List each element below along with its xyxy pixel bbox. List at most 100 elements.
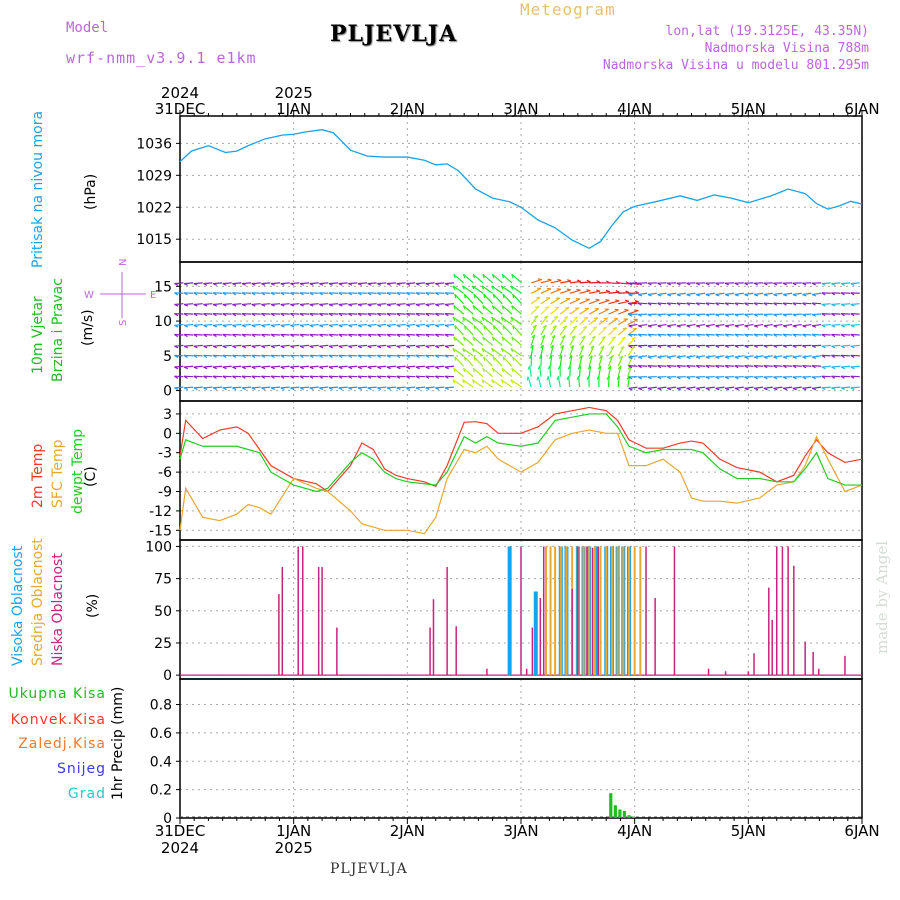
mid-cloud-bar	[599, 546, 602, 676]
wind-arrow-head	[338, 387, 343, 391]
wind-arrow	[328, 386, 339, 389]
low-cloud-bar	[531, 627, 534, 676]
wind-arrow	[725, 333, 735, 336]
wind-arrow	[657, 292, 667, 296]
wind-arrow	[705, 365, 715, 367]
wind-arrow	[560, 280, 572, 284]
wind-arrow-head	[601, 336, 606, 339]
wind-arrow	[435, 303, 445, 306]
wind-arrow-head	[609, 355, 613, 360]
wind-arrow	[328, 365, 339, 368]
wind-arrow-head	[377, 387, 382, 391]
wind-arrow	[319, 282, 329, 285]
wind-arrow	[530, 287, 542, 294]
wind-arrow-head	[251, 313, 256, 317]
wind-arrow	[627, 365, 632, 377]
low-cloud-bar	[818, 668, 820, 676]
wind-arrow-head	[605, 289, 610, 293]
wind-arrow	[271, 365, 281, 368]
wind-arrow-head	[270, 333, 275, 338]
wind-arrow-head	[695, 365, 700, 369]
wind-arrow	[550, 279, 562, 284]
wind-arrow-head	[753, 387, 759, 391]
y-tick-label: 0.8	[150, 698, 172, 714]
wind-arrow-head	[676, 365, 681, 369]
wind-arrow	[763, 386, 773, 389]
wind-arrow-head	[415, 324, 420, 328]
wind-arrow	[667, 292, 677, 296]
wind-arrow	[744, 386, 754, 389]
wind-arrow	[579, 290, 591, 294]
low-cloud-bar	[336, 627, 338, 676]
wind-arrow-head	[567, 279, 572, 282]
wind-arrow	[328, 303, 339, 306]
wind-arrow	[193, 386, 203, 389]
wind-arrow-head	[338, 354, 343, 358]
wind-arrow-head	[174, 283, 179, 286]
wind-arrow-head	[241, 375, 246, 379]
wind-arrow-head	[415, 303, 420, 307]
wind-arrow-head	[647, 376, 652, 380]
wind-arrow-head	[444, 324, 449, 328]
wind-arrow	[559, 325, 568, 336]
wind-arrow-head	[357, 333, 362, 338]
wind-arrow-head	[734, 282, 739, 286]
wind-arrow	[471, 379, 484, 388]
wind-arrow-head	[566, 288, 571, 291]
wind-arrow	[657, 302, 667, 305]
wind-arrow	[627, 376, 631, 388]
wind-arrow	[754, 333, 764, 336]
wind-arrow	[705, 323, 715, 327]
wind-arrow	[415, 303, 426, 306]
wind-arrow-head	[377, 292, 382, 296]
wind-arrow	[647, 323, 657, 327]
meteogram-title: Meteogram	[520, 0, 616, 19]
wind-arrow-head	[773, 313, 778, 317]
wind-arrow	[501, 367, 513, 378]
wind-arrow-head	[763, 387, 768, 391]
wind-arrow	[725, 386, 735, 389]
wind-arrow-head	[550, 344, 554, 349]
wind-arrow	[754, 386, 764, 389]
wind-arrow	[676, 302, 686, 305]
wind-arrow-head	[667, 387, 672, 391]
wind-arrow	[242, 323, 252, 326]
wind-arrow-head	[319, 366, 324, 370]
wind-arrow-head	[676, 313, 681, 317]
wind-arrow-head	[290, 366, 295, 370]
wind-arrow-head	[203, 345, 208, 349]
wind-arrow	[802, 333, 812, 336]
wind-arrow-head	[647, 345, 652, 349]
wind-arrow-head	[821, 283, 826, 286]
wind-arrow-head	[415, 366, 420, 370]
wind-arrow-head	[744, 313, 749, 317]
wind-arrow	[754, 323, 764, 327]
wind-arrow-head	[251, 292, 256, 296]
wind-arrow-head	[637, 313, 643, 317]
wind-arrow-head	[212, 324, 217, 328]
wind-arrow-head	[686, 333, 691, 338]
wind-arrow-head	[425, 313, 430, 317]
wind-arrow-head	[734, 325, 739, 328]
wind-arrow-head	[251, 283, 256, 286]
wind-arrow	[261, 323, 271, 326]
t2m-line	[179, 406, 863, 493]
wind-arrow-head	[328, 324, 333, 328]
wind-arrow-head	[193, 366, 198, 370]
wind-arrow-head	[367, 345, 372, 349]
wind-arrow-head	[647, 387, 652, 391]
mid-cloud-bar	[633, 546, 636, 676]
wind-arrow	[299, 365, 310, 368]
wind-arrow-head	[193, 345, 198, 349]
wind-arrow	[184, 386, 194, 389]
day-label-bottom: 3JAN	[503, 822, 538, 840]
wind-arrow	[628, 323, 638, 327]
wind-arrow-head	[831, 345, 836, 349]
wind-arrow	[357, 365, 368, 368]
wind-arrow-head	[840, 283, 846, 286]
wind-arrow-head	[657, 333, 662, 338]
wind-arrow	[841, 323, 851, 326]
wind-arrow-head	[792, 387, 797, 391]
wind-arrow	[290, 365, 300, 368]
wind-arrow-head	[657, 325, 662, 328]
